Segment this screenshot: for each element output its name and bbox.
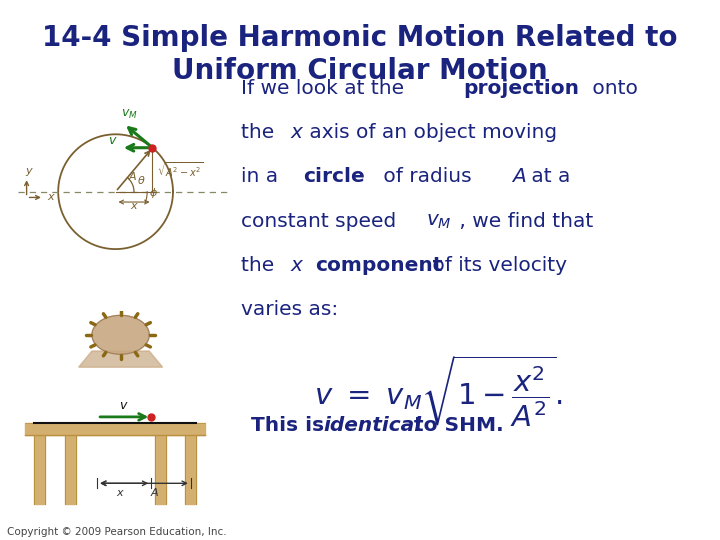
Text: axis of an object moving: axis of an object moving <box>303 123 557 142</box>
Text: x: x <box>290 123 302 142</box>
Polygon shape <box>35 435 45 504</box>
Text: at a: at a <box>525 167 570 186</box>
Text: $v \ = \ v_M\sqrt{1 - \dfrac{x^2}{A^2}}.$: $v \ = \ v_M\sqrt{1 - \dfrac{x^2}{A^2}}.… <box>313 353 562 429</box>
Polygon shape <box>92 315 149 354</box>
Text: A: A <box>513 167 526 186</box>
Text: $v$: $v$ <box>108 134 118 147</box>
Text: x: x <box>290 256 302 275</box>
Text: $v_M$: $v_M$ <box>426 212 451 231</box>
Text: projection: projection <box>463 79 579 98</box>
Text: to SHM.: to SHM. <box>408 416 504 435</box>
Text: of its velocity: of its velocity <box>426 256 567 275</box>
Text: $x$: $x$ <box>116 488 125 498</box>
Text: $A$: $A$ <box>150 486 160 498</box>
Text: $x$: $x$ <box>130 201 138 211</box>
Text: $\phi$: $\phi$ <box>150 186 158 200</box>
Text: Copyright © 2009 Pearson Education, Inc.: Copyright © 2009 Pearson Education, Inc. <box>7 527 227 537</box>
Polygon shape <box>185 435 196 504</box>
Text: onto: onto <box>586 79 638 98</box>
Polygon shape <box>155 435 166 504</box>
Text: of radius: of radius <box>377 167 478 186</box>
Text: $x$: $x$ <box>47 192 55 202</box>
Text: constant speed: constant speed <box>241 212 402 231</box>
Text: $v$: $v$ <box>119 399 128 412</box>
Text: $\theta$: $\theta$ <box>138 174 146 186</box>
Text: 14-4 Simple Harmonic Motion Related to
Uniform Circular Motion: 14-4 Simple Harmonic Motion Related to U… <box>42 24 678 85</box>
Text: circle: circle <box>303 167 364 186</box>
Text: the: the <box>241 256 281 275</box>
Text: varies as:: varies as: <box>241 300 338 320</box>
Text: component: component <box>315 256 443 275</box>
Text: $v_M$: $v_M$ <box>121 108 138 121</box>
Text: identical: identical <box>323 416 421 435</box>
Text: $\sqrt{A^2 - x^2}$: $\sqrt{A^2 - x^2}$ <box>156 160 203 179</box>
Text: in a: in a <box>241 167 284 186</box>
Text: , we find that: , we find that <box>454 212 594 231</box>
Text: $A$: $A$ <box>128 170 138 182</box>
Text: This is: This is <box>251 416 330 435</box>
Text: $y$: $y$ <box>25 166 35 179</box>
Text: the: the <box>241 123 281 142</box>
Polygon shape <box>25 423 205 435</box>
Text: If we look at the: If we look at the <box>241 79 410 98</box>
Polygon shape <box>65 435 76 504</box>
Polygon shape <box>78 351 163 367</box>
